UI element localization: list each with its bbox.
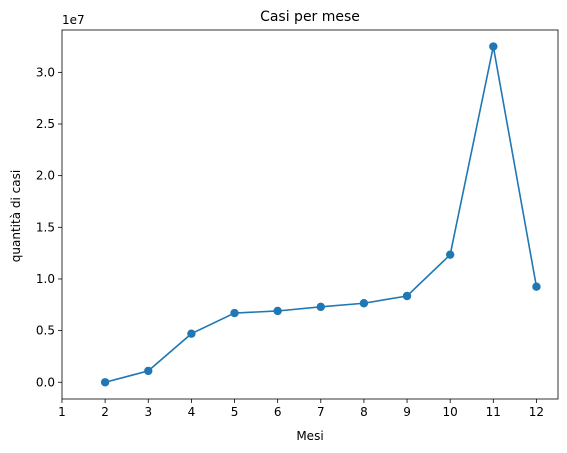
data-point [532, 282, 541, 291]
data-point [230, 308, 239, 318]
data-point [445, 250, 455, 259]
x-tick-label: 5 [231, 405, 239, 419]
series-line [104, 46, 538, 384]
data-point [402, 291, 412, 301]
x-tick-label: 4 [188, 405, 196, 419]
x-tick-label: 8 [360, 405, 368, 419]
x-tick-label: 6 [274, 405, 282, 419]
x-tick-label: 1 [58, 405, 66, 419]
y-multiplier-label: 1e7 [62, 13, 85, 27]
y-axis-label: quantità di casi [9, 170, 23, 262]
plot-area: 1 2 3 4 5 6 7 8 9 10 11 120.00.51.01.52.02.53.0 [36, 29, 559, 419]
x-tick-label: 11 [486, 405, 501, 419]
data-point [489, 42, 498, 51]
y-tick-label: 1.5 [36, 220, 55, 234]
y-tick-label: 0.5 [36, 324, 55, 338]
x-axis-label: Mesi [296, 429, 323, 443]
x-tick-label: 2 [101, 405, 109, 419]
plot-frame [61, 29, 559, 400]
data-point [187, 329, 196, 338]
data-point [273, 306, 282, 316]
data-point [144, 366, 153, 376]
y-tick-label: 3.0 [36, 65, 55, 79]
y-tick-label: 0.0 [36, 375, 55, 389]
x-tick-label: 10 [443, 405, 458, 419]
data-point [100, 378, 110, 387]
chart-title: Casi per mese [260, 9, 360, 25]
data-point [359, 299, 369, 308]
x-tick-label: 12 [529, 405, 544, 419]
x-tick-label: 3 [144, 405, 152, 419]
x-tick-label: 7 [317, 405, 325, 419]
y-tick-label: 1.0 [36, 272, 55, 286]
y-tick-label: 2.0 [36, 169, 55, 183]
y-tick-label: 2.5 [36, 117, 55, 131]
x-tick-label: 9 [403, 405, 411, 419]
data-point [316, 302, 325, 312]
